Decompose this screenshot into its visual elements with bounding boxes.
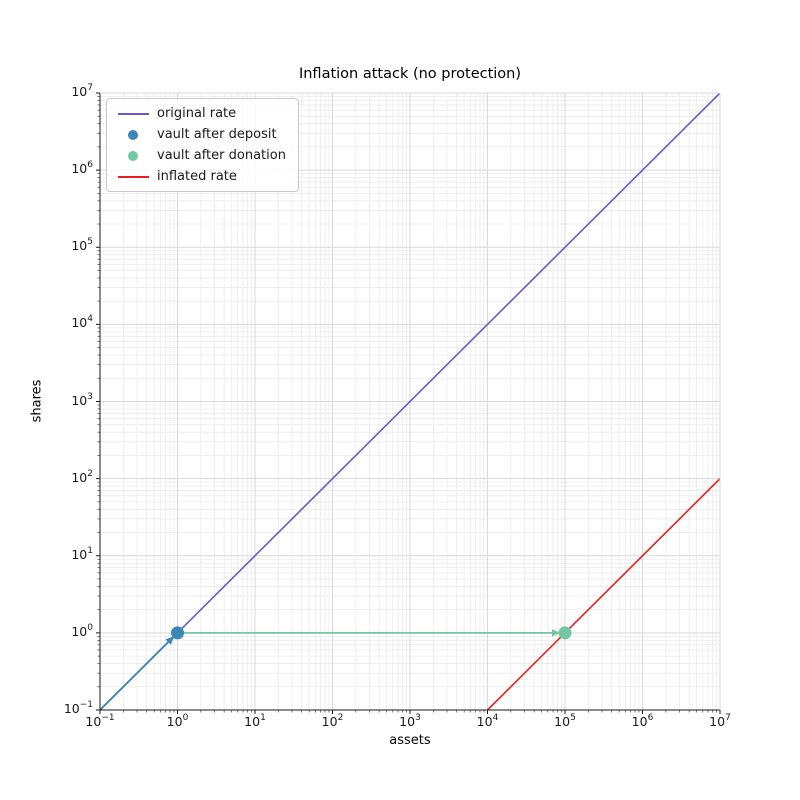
legend-label: original rate (157, 106, 237, 121)
y-tick-label: 102 (71, 468, 93, 485)
legend-label: vault after donation (157, 148, 286, 163)
y-tick-label: 105 (71, 237, 93, 254)
x-tick-label: 103 (399, 713, 421, 730)
legend-item-vault-after-donation: vault after donation (109, 145, 296, 166)
y-tick-label: 101 (71, 545, 93, 562)
x-tick-label: 106 (631, 713, 654, 730)
y-tick-label: 104 (71, 314, 93, 331)
legend-marker-swatch (109, 150, 157, 161)
legend-line-swatch (109, 112, 157, 115)
y-tick-label: 106 (71, 160, 93, 177)
x-tick-label: 105 (554, 713, 576, 730)
legend-label: inflated rate (157, 169, 237, 184)
y-tick-label: 10−1 (63, 700, 93, 717)
x-tick-label: 104 (476, 713, 499, 730)
x-tick-label: 101 (244, 713, 266, 730)
legend-item-vault-after-deposit: vault after deposit (109, 124, 296, 145)
legend-item-original-rate: original rate (109, 103, 296, 124)
legend-marker-swatch (109, 129, 157, 140)
y-tick-label: 103 (71, 391, 93, 408)
x-axis-label: assets (389, 733, 431, 748)
legend-label: vault after deposit (157, 127, 277, 142)
chart-title: Inflation attack (no protection) (298, 66, 522, 82)
legend: original rate vault after deposit vault … (106, 98, 299, 192)
x-tick-label: 102 (321, 713, 344, 730)
x-tick-label: 107 (709, 713, 731, 730)
legend-line-swatch (109, 175, 157, 178)
y-tick-label: 100 (71, 622, 93, 640)
x-tick-label: 100 (166, 713, 189, 730)
legend-item-inflated-rate: inflated rate (109, 166, 296, 187)
x-tick-label: 10−1 (85, 713, 115, 730)
y-tick-label: 107 (71, 83, 93, 100)
